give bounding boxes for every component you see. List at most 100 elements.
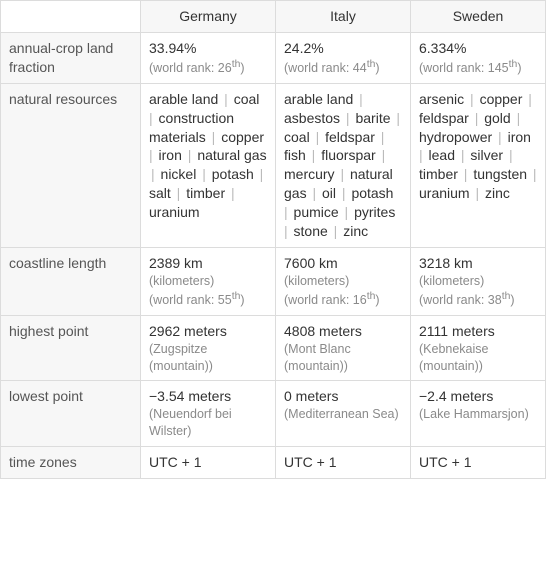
- cell-value: UTC + 1: [419, 453, 537, 472]
- cell-subtext: (Mediterranean Sea): [284, 406, 402, 423]
- list-separator: |: [524, 91, 532, 107]
- data-cell: 2962 meters(Zugspitze (mountain)): [141, 315, 276, 381]
- resource-item: natural gas: [197, 147, 266, 163]
- cell-subtext: (kilometers): [419, 273, 537, 290]
- header-col: Sweden: [411, 1, 546, 33]
- resource-item: timber: [186, 185, 225, 201]
- cell-value: 7600 km: [284, 254, 402, 273]
- list-separator: |: [494, 129, 505, 145]
- data-cell: 0 meters(Mediterranean Sea): [276, 381, 411, 447]
- list-separator: |: [227, 185, 235, 201]
- cell-value: UTC + 1: [149, 453, 267, 472]
- rank-ordinal: th: [509, 59, 518, 70]
- cell-subtext: (Kebnekaise (mountain)): [419, 341, 537, 375]
- data-cell: 2389 km(kilometers)(world rank: 55th): [141, 247, 276, 315]
- rank-prefix: (world rank: 44: [284, 61, 367, 75]
- row-label: coastline length: [1, 247, 141, 315]
- list-separator: |: [284, 223, 292, 239]
- data-cell: −2.4 meters(Lake Hammarsjon): [411, 381, 546, 447]
- cell-rank: (world rank: 44th): [284, 58, 402, 77]
- resource-item: pumice: [294, 204, 339, 220]
- list-separator: |: [471, 110, 482, 126]
- rank-suffix: ): [375, 293, 379, 307]
- resource-item: timber: [419, 166, 458, 182]
- cell-subtext: (Mont Blanc (mountain)): [284, 341, 402, 375]
- list-separator: |: [312, 129, 323, 145]
- data-cell: 33.94%(world rank: 26th): [141, 32, 276, 83]
- resource-item: silver: [470, 147, 503, 163]
- resource-item: pyrites: [354, 204, 395, 220]
- list-separator: |: [149, 147, 157, 163]
- cell-value: 4808 meters: [284, 322, 402, 341]
- list-separator: |: [419, 147, 427, 163]
- cell-rank: (world rank: 16th): [284, 290, 402, 309]
- cell-rank: (world rank: 55th): [149, 290, 267, 309]
- resource-item: arsenic: [419, 91, 464, 107]
- list-separator: |: [377, 129, 385, 145]
- list-separator: |: [337, 166, 348, 182]
- table-row: lowest point−3.54 meters(Neuendorf bei W…: [1, 381, 546, 447]
- data-cell: arable land | coal | construction materi…: [141, 83, 276, 247]
- data-cell: arsenic | copper | feldspar | gold | hyd…: [411, 83, 546, 247]
- resource-item: uranium: [149, 204, 200, 220]
- resource-item: hydropower: [419, 129, 492, 145]
- resource-item: feldspar: [325, 129, 375, 145]
- resource-item: feldspar: [419, 110, 469, 126]
- resource-item: iron: [159, 147, 182, 163]
- data-cell: 24.2%(world rank: 44th): [276, 32, 411, 83]
- resource-item: coal: [284, 129, 310, 145]
- rank-prefix: (world rank: 16: [284, 293, 367, 307]
- table-row: time zonesUTC + 1UTC + 1UTC + 1: [1, 447, 546, 479]
- resource-item: zinc: [485, 185, 510, 201]
- list-separator: |: [309, 185, 320, 201]
- resource-item: arable land: [284, 91, 353, 107]
- rank-suffix: ): [240, 293, 244, 307]
- resource-item: copper: [221, 129, 264, 145]
- list-separator: |: [472, 185, 483, 201]
- rank-suffix: ): [240, 61, 244, 75]
- data-cell: 7600 km(kilometers)(world rank: 16th): [276, 247, 411, 315]
- rank-prefix: (world rank: 145: [419, 61, 509, 75]
- cell-value: 33.94%: [149, 39, 267, 58]
- resource-item: copper: [480, 91, 523, 107]
- list-separator: |: [457, 147, 468, 163]
- data-cell: UTC + 1: [411, 447, 546, 479]
- resource-item: coal: [234, 91, 260, 107]
- cell-rank: (world rank: 145th): [419, 58, 537, 77]
- data-cell: 6.334%(world rank: 145th): [411, 32, 546, 83]
- cell-value: −3.54 meters: [149, 387, 267, 406]
- cell-value: 2962 meters: [149, 322, 267, 341]
- data-cell: UTC + 1: [276, 447, 411, 479]
- header-corner: [1, 1, 141, 33]
- cell-value: −2.4 meters: [419, 387, 537, 406]
- resource-item: fluorspar: [321, 147, 375, 163]
- rank-prefix: (world rank: 55: [149, 293, 232, 307]
- rank-prefix: (world rank: 38: [419, 293, 502, 307]
- resource-item: tungsten: [473, 166, 527, 182]
- cell-subtext: (Zugspitze (mountain)): [149, 341, 267, 375]
- header-col: Germany: [141, 1, 276, 33]
- table-row: highest point2962 meters(Zugspitze (moun…: [1, 315, 546, 381]
- data-cell: UTC + 1: [141, 447, 276, 479]
- resource-item: asbestos: [284, 110, 340, 126]
- cell-subtext: (kilometers): [284, 273, 402, 290]
- list-separator: |: [256, 166, 264, 182]
- cell-value: 2389 km: [149, 254, 267, 273]
- resource-item: nickel: [161, 166, 197, 182]
- header-col: Italy: [276, 1, 411, 33]
- data-cell: 2111 meters(Kebnekaise (mountain)): [411, 315, 546, 381]
- resource-item: barite: [355, 110, 390, 126]
- cell-value: 2111 meters: [419, 322, 537, 341]
- rank-suffix: ): [375, 61, 379, 75]
- list-separator: |: [330, 223, 341, 239]
- list-separator: |: [208, 129, 219, 145]
- list-separator: |: [355, 91, 363, 107]
- cell-value: 3218 km: [419, 254, 537, 273]
- table-row: natural resourcesarable land | coal | co…: [1, 83, 546, 247]
- resource-item: potash: [351, 185, 393, 201]
- row-label: lowest point: [1, 381, 141, 447]
- list-separator: |: [308, 147, 319, 163]
- resource-item: mercury: [284, 166, 335, 182]
- list-separator: |: [505, 147, 513, 163]
- resource-item: uranium: [419, 185, 470, 201]
